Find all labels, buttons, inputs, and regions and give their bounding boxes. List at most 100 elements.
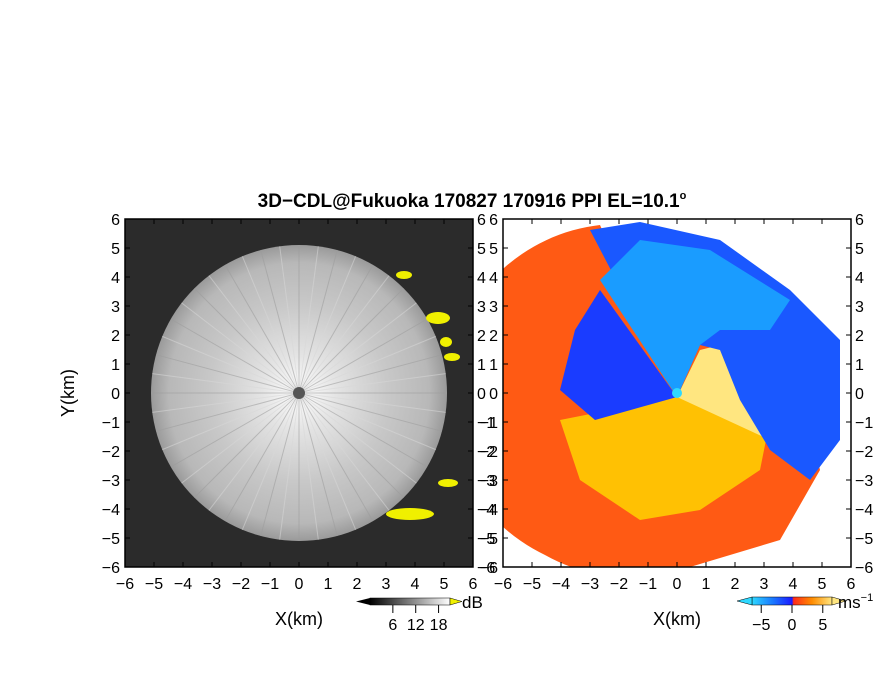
reflectivity-y-tick-label: −3 (102, 473, 120, 490)
reflectivity-y-ticks: −6 −6−5 −5−4 −4−3 −3−2 −2−1 −10 01 12 23 34 45 56 6 (102, 212, 496, 577)
reflectivity-streak (298, 335, 436, 394)
velocity-colorbar-low-arrow (736, 596, 753, 606)
reflectivity-streak (298, 392, 338, 537)
velocity-outer-blue-region (560, 290, 677, 420)
velocity-x-tick-label: 3 (760, 576, 769, 593)
chart-title: 3D−CDL@Fukuoka 170827 170916 PPI EL=10.1… (258, 190, 687, 212)
velocity-near-zero-region (600, 240, 790, 397)
velocity-x-tick-label: 6 (847, 576, 856, 593)
reflectivity-streak (155, 392, 300, 432)
reflectivity-y-tick-label-right: 4 (477, 270, 486, 287)
reflectivity-streak (298, 249, 338, 394)
velocity-x-tick-label: −4 (552, 576, 570, 593)
velocity-y-tick-label: −3 (480, 473, 498, 490)
velocity-x-axis-label: X(km) (653, 609, 701, 629)
chart-title-text: 3D−CDL@Fukuoka 170827 170916 PPI EL=10.1 (258, 191, 680, 212)
velocity-y-tick-label-right: 5 (855, 241, 864, 258)
reflectivity-streak (298, 392, 374, 522)
radar-site-marker (293, 387, 305, 399)
saturated-echo-patch (444, 353, 460, 361)
reflectivity-streak (152, 373, 300, 394)
reflectivity-y-tick-label: 1 (111, 357, 120, 374)
reflectivity-streak (193, 392, 300, 499)
velocity-colorbar-units-exponent: −1 (861, 592, 874, 604)
velocity-x-tick-label: 4 (789, 576, 798, 593)
reflectivity-y-tick-label-right: 5 (477, 241, 486, 258)
reflectivity-streak (298, 392, 436, 451)
reflectivity-streak (193, 287, 300, 394)
reflectivity-x-ticks: −6 −5 −4 −3 −2 −1 0 1 2 3 4 5 6 (116, 219, 478, 593)
reflectivity-streak (298, 287, 405, 394)
reflectivity-streak (162, 392, 300, 451)
reflectivity-streak (208, 392, 300, 511)
velocity-y-ticks: −6 −6−5 −5−4 −4−3 −3−2 −2−1 −10 01 12 23 34 45 56 6 (480, 212, 874, 577)
chart-title-degree: o (680, 190, 687, 202)
reflectivity-x-tick-label: −6 (116, 576, 134, 593)
reflectivity-saturation-patches (386, 271, 460, 520)
velocity-y-tick-label-right: 2 (855, 328, 864, 345)
reflectivity-y-tick-label-right: −2 (477, 444, 495, 461)
reflectivity-streak (241, 256, 300, 394)
velocity-y-tick-label: −2 (480, 444, 498, 461)
reflectivity-y-tick-label: −6 (102, 560, 120, 577)
velocity-x-tick-label: −5 (523, 576, 541, 593)
reflectivity-streak (298, 302, 417, 394)
velocity-y-tick-label: 4 (489, 270, 498, 287)
reflectivity-streak (241, 392, 300, 530)
reflectivity-y-tick-label-right: −4 (477, 502, 495, 519)
velocity-y-tick-label: 3 (489, 299, 498, 316)
velocity-y-tick-label: 0 (489, 386, 498, 403)
velocity-x-tick-label: −3 (581, 576, 599, 593)
reflectivity-colorbar-tick-label: 18 (430, 617, 448, 634)
velocity-panel: −6 −5 −4 −3 −2 −1 0 1 2 3 4 5 6 −6 −6−5 −5−4 −4−3 −3−2 −2… (480, 212, 874, 629)
reflectivity-y-tick-label: 5 (111, 241, 120, 258)
reflectivity-streak (260, 249, 300, 394)
saturated-echo-patch (438, 479, 458, 487)
reflectivity-y-tick-label: −2 (102, 444, 120, 461)
reflectivity-y-tick-label-right: 0 (477, 386, 486, 403)
reflectivity-streak (298, 392, 446, 413)
velocity-y-tick-label: −1 (480, 415, 498, 432)
reflectivity-y-tick-label: 3 (111, 299, 120, 316)
reflectivity-y-tick-label: −4 (102, 502, 120, 519)
reflectivity-streak (170, 392, 300, 468)
velocity-y-tick-label-right: −5 (855, 531, 873, 548)
reflectivity-streak (279, 246, 300, 394)
velocity-y-tick-label-right: −4 (855, 502, 873, 519)
reflectivity-x-tick-label: 0 (295, 576, 304, 593)
reflectivity-y-tick-label-right: 3 (477, 299, 486, 316)
velocity-y-tick-label-right: 1 (855, 357, 864, 374)
velocity-x-ticks: −6 −5 −4 −3 −2 −1 0 1 2 3 4 5 6 (494, 219, 856, 593)
velocity-x-tick-label: 1 (702, 576, 711, 593)
reflectivity-x-tick-label: −4 (174, 576, 192, 593)
reflectivity-colorbar-ticks: 6 12 18 (388, 605, 448, 634)
saturated-echo-patch (386, 508, 434, 520)
velocity-y-tick-label: 5 (489, 241, 498, 258)
velocity-colorbar-units-base: ms (838, 593, 861, 612)
velocity-x-tick-label: −2 (610, 576, 628, 593)
velocity-colorbar-units: ms−1 (838, 592, 873, 612)
reflectivity-x-tick-label: 3 (382, 576, 391, 593)
reflectivity-streak (181, 392, 300, 484)
velocity-y-tick-label-right: 0 (855, 386, 864, 403)
velocity-y-tick-label: 6 (489, 212, 498, 229)
reflectivity-streak (298, 318, 428, 394)
reflectivity-streak (298, 392, 357, 530)
reflectivity-colorbar-tick-label: 12 (407, 617, 425, 634)
reflectivity-streak (298, 392, 405, 499)
reflectivity-streak (298, 354, 443, 394)
reflectivity-x-tick-label: 2 (353, 576, 362, 593)
reflectivity-colorbar-low-arrow (356, 598, 370, 605)
saturated-echo-patch (396, 271, 412, 279)
velocity-y-tick-label: 2 (489, 328, 498, 345)
velocity-x-tick-label: 2 (731, 576, 740, 593)
reflectivity-y-tick-label-right: 1 (477, 357, 486, 374)
reflectivity-streak (298, 392, 390, 511)
reflectivity-streak (162, 335, 300, 394)
saturated-echo-patch (426, 312, 450, 324)
velocity-colorbar-tick-label: −5 (752, 617, 770, 634)
velocity-colorbar-high-arrow (831, 596, 847, 606)
reflectivity-streak (181, 302, 300, 394)
reflectivity-x-tick-label: 4 (411, 576, 420, 593)
